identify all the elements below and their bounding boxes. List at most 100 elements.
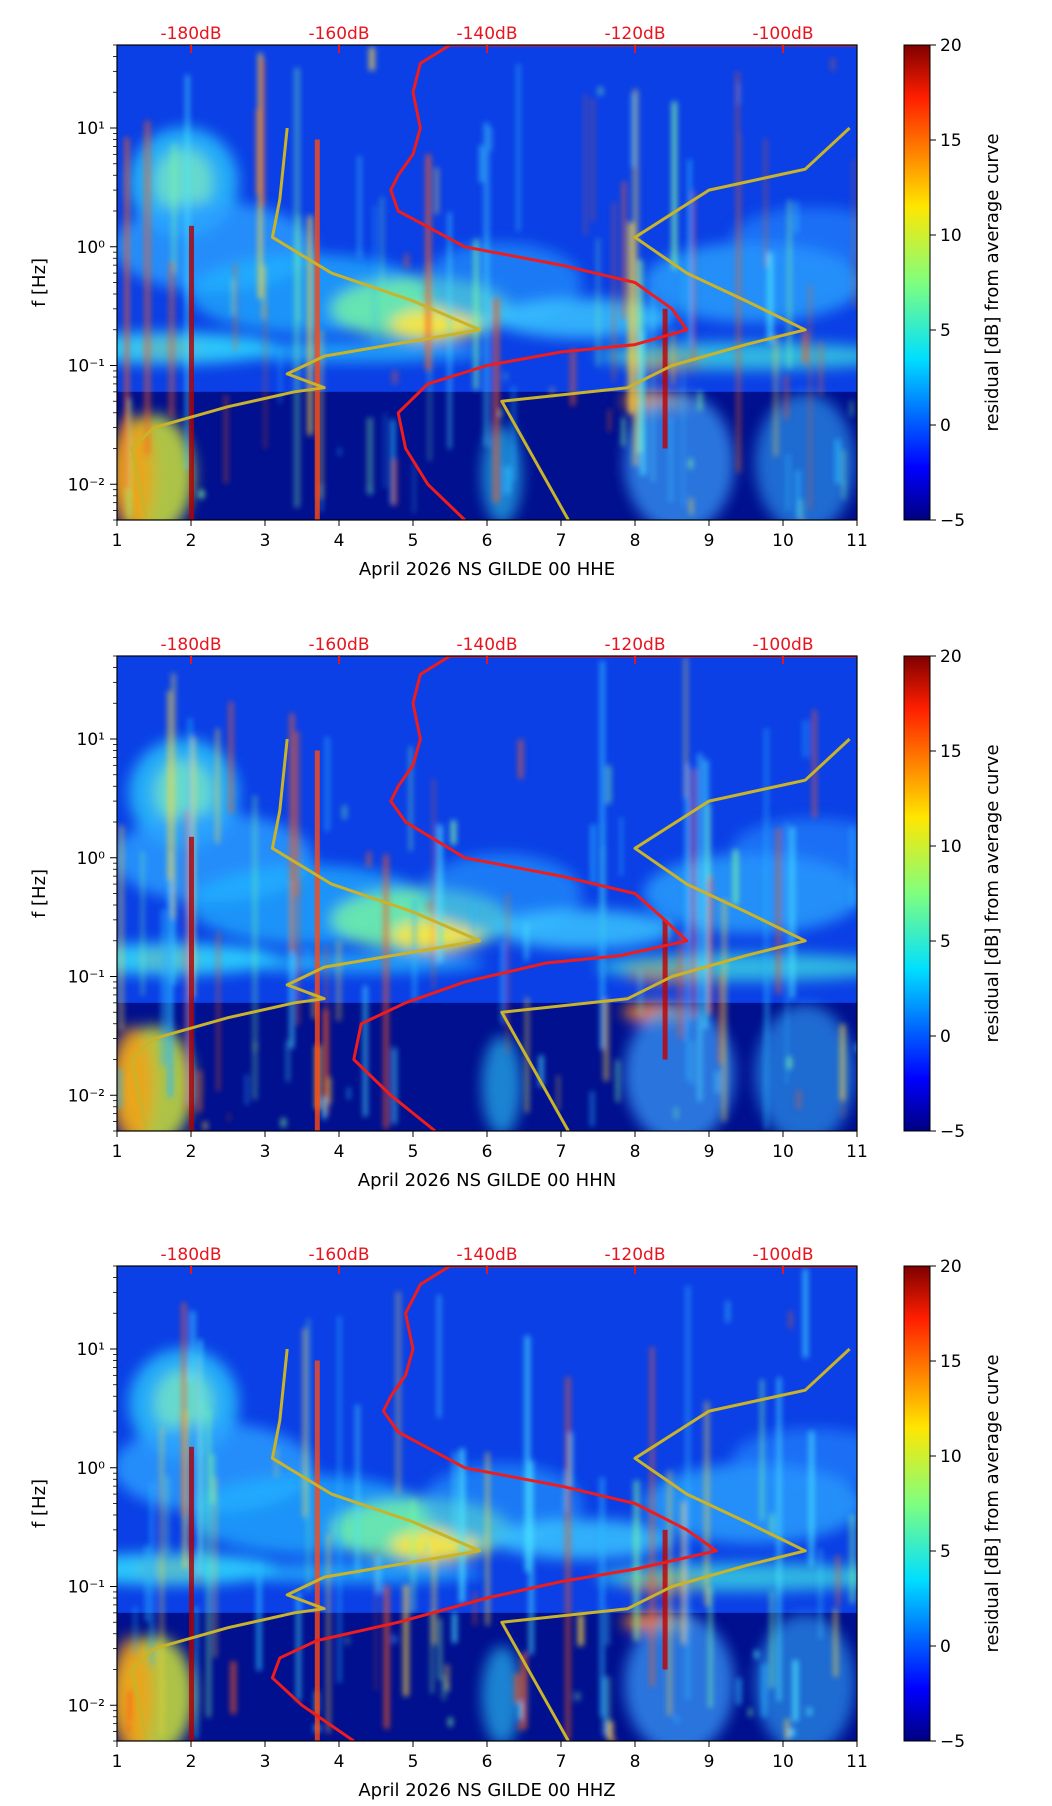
heatmap-blob bbox=[596, 1563, 857, 1592]
heatmap-streak bbox=[290, 713, 294, 953]
heatmap-streak bbox=[392, 1047, 397, 1124]
heatmap-streak bbox=[307, 1318, 310, 1593]
heatmap-streak bbox=[515, 63, 521, 232]
heatmap-streak bbox=[714, 1071, 720, 1094]
y-tick-label: 10¹ bbox=[77, 119, 105, 139]
colorbar-label: residual [dB] from average curve bbox=[982, 1354, 1003, 1652]
top-db-label: -180dB bbox=[160, 1245, 221, 1265]
y-axis-label: f [Hz] bbox=[29, 258, 50, 307]
heatmap-streak bbox=[615, 1059, 620, 1102]
heatmap-streak bbox=[425, 1543, 430, 1553]
heatmap-streak bbox=[524, 922, 529, 961]
heatmap-streak bbox=[849, 826, 855, 907]
heatmap-streak bbox=[754, 1650, 759, 1659]
heatmap-streak bbox=[392, 1635, 397, 1644]
heatmap-streak bbox=[426, 901, 433, 910]
heatmap-streak bbox=[395, 1291, 401, 1494]
x-tick-label: 2 bbox=[186, 1142, 197, 1162]
heatmap-streak bbox=[255, 109, 260, 195]
heatmap-streak bbox=[685, 796, 689, 943]
heatmap-streak bbox=[773, 335, 779, 457]
heatmap-streak bbox=[117, 1069, 122, 1109]
heatmap-streak bbox=[383, 854, 389, 1129]
heatmap-streak bbox=[345, 1636, 350, 1645]
heatmap-streak bbox=[452, 1612, 457, 1643]
heatmap-streak bbox=[685, 1285, 691, 1700]
heatmap-streak bbox=[127, 1691, 132, 1722]
heatmap-streak bbox=[336, 941, 342, 1021]
heatmap-streak bbox=[285, 1040, 290, 1082]
heatmap-streak bbox=[168, 262, 175, 417]
heatmap-streaks bbox=[124, 47, 855, 520]
x-tick-label: 10 bbox=[772, 531, 794, 551]
heatmap-streak bbox=[802, 720, 809, 758]
heatmap-streak bbox=[355, 1404, 360, 1576]
top-db-label: -100dB bbox=[752, 24, 813, 44]
heatmap-streak bbox=[441, 1675, 446, 1701]
heatmap-streak bbox=[296, 1591, 301, 1701]
x-tick-label: 2 bbox=[186, 1752, 197, 1772]
heatmap-streak bbox=[794, 201, 799, 233]
heatmap-streak bbox=[849, 1514, 856, 1604]
heatmap-streak bbox=[792, 1660, 799, 1722]
heatmap-streak bbox=[518, 739, 524, 779]
colorbar bbox=[903, 1265, 931, 1742]
heatmap-streak bbox=[667, 1470, 672, 1716]
heatmap-streak bbox=[206, 1409, 211, 1718]
heatmap-streak bbox=[818, 341, 824, 395]
heatmap-streak bbox=[368, 47, 375, 71]
colorbar-tick-label: 0 bbox=[940, 416, 951, 436]
y-tick-label: 10⁻² bbox=[68, 1086, 105, 1106]
heatmap-streak bbox=[785, 1719, 789, 1740]
heatmap-streak bbox=[518, 1701, 522, 1720]
colorbar-tick-label: −5 bbox=[940, 1732, 965, 1752]
x-tick-label: 11 bbox=[846, 531, 868, 551]
heatmap-streak bbox=[785, 454, 791, 511]
heatmap-streak bbox=[363, 985, 368, 1117]
x-tick-label: 8 bbox=[630, 1142, 641, 1162]
heatmap-streak bbox=[342, 805, 347, 820]
heatmap-streak bbox=[785, 821, 789, 1084]
heatmap-streak bbox=[808, 1431, 814, 1567]
top-db-label: -160dB bbox=[308, 635, 369, 655]
heatmap-streak bbox=[783, 375, 789, 419]
heatmap-streak bbox=[486, 1452, 489, 1626]
x-tick-label: 9 bbox=[704, 531, 715, 551]
heatmap-blob bbox=[596, 342, 857, 371]
top-db-label: -140dB bbox=[456, 635, 517, 655]
heatmap-streak bbox=[760, 1379, 764, 1521]
heatmap-streak bbox=[430, 1611, 434, 1694]
heatmap-streak bbox=[670, 330, 675, 385]
x-tick-label: 4 bbox=[334, 1142, 345, 1162]
heatmap-streak bbox=[289, 881, 294, 1049]
x-tick-label: 4 bbox=[334, 1752, 345, 1772]
heatmap-streak bbox=[412, 462, 416, 514]
colorbar bbox=[903, 44, 931, 521]
heatmap-streak bbox=[217, 932, 220, 1092]
heatmap-streak bbox=[227, 1112, 231, 1122]
heatmap-streak bbox=[326, 1534, 330, 1734]
colorbar-tick-label: 10 bbox=[940, 837, 962, 857]
heatmap-streak bbox=[776, 828, 781, 995]
heatmap-streak bbox=[127, 398, 131, 519]
heatmap-streak bbox=[195, 1606, 198, 1739]
heatmap-streak bbox=[260, 58, 265, 207]
x-tick-label: 3 bbox=[260, 531, 271, 551]
top-db-label: -100dB bbox=[752, 635, 813, 655]
x-tick-label: 2 bbox=[186, 531, 197, 551]
heatmap-streak bbox=[167, 853, 173, 1097]
heatmap-streak bbox=[769, 1591, 774, 1689]
heatmap-streak bbox=[384, 1585, 389, 1729]
heatmap-streak bbox=[836, 1555, 840, 1607]
heatmap-strong-streak bbox=[189, 1446, 194, 1741]
heatmap-streak bbox=[812, 710, 817, 818]
heatmap-streak bbox=[681, 271, 685, 508]
heatmap-strong-streak bbox=[189, 225, 194, 520]
heatmap-streak bbox=[448, 1717, 453, 1727]
heatmap-streak bbox=[118, 825, 124, 1031]
heatmap-streak bbox=[619, 816, 623, 876]
heatmap-streak bbox=[383, 413, 387, 489]
heatmap-streak bbox=[557, 1075, 560, 1110]
y-axis-label: f [Hz] bbox=[29, 869, 50, 918]
